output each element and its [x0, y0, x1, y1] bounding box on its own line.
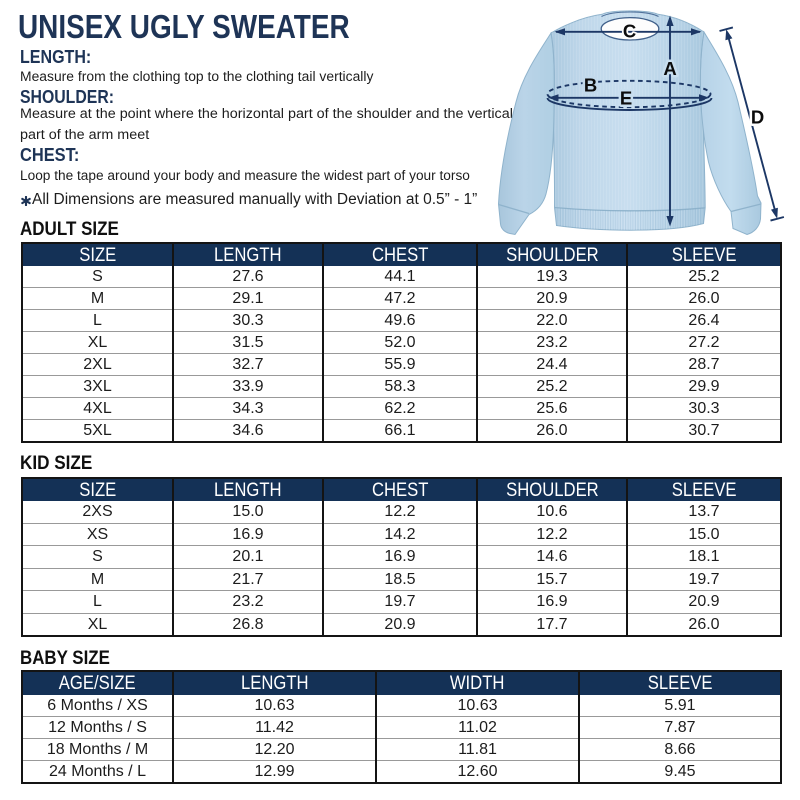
svg-text:C: C: [623, 21, 636, 42]
svg-text:B: B: [584, 74, 597, 95]
svg-text:E: E: [620, 88, 632, 109]
svg-text:A: A: [663, 58, 676, 79]
svg-text:D: D: [751, 106, 764, 127]
